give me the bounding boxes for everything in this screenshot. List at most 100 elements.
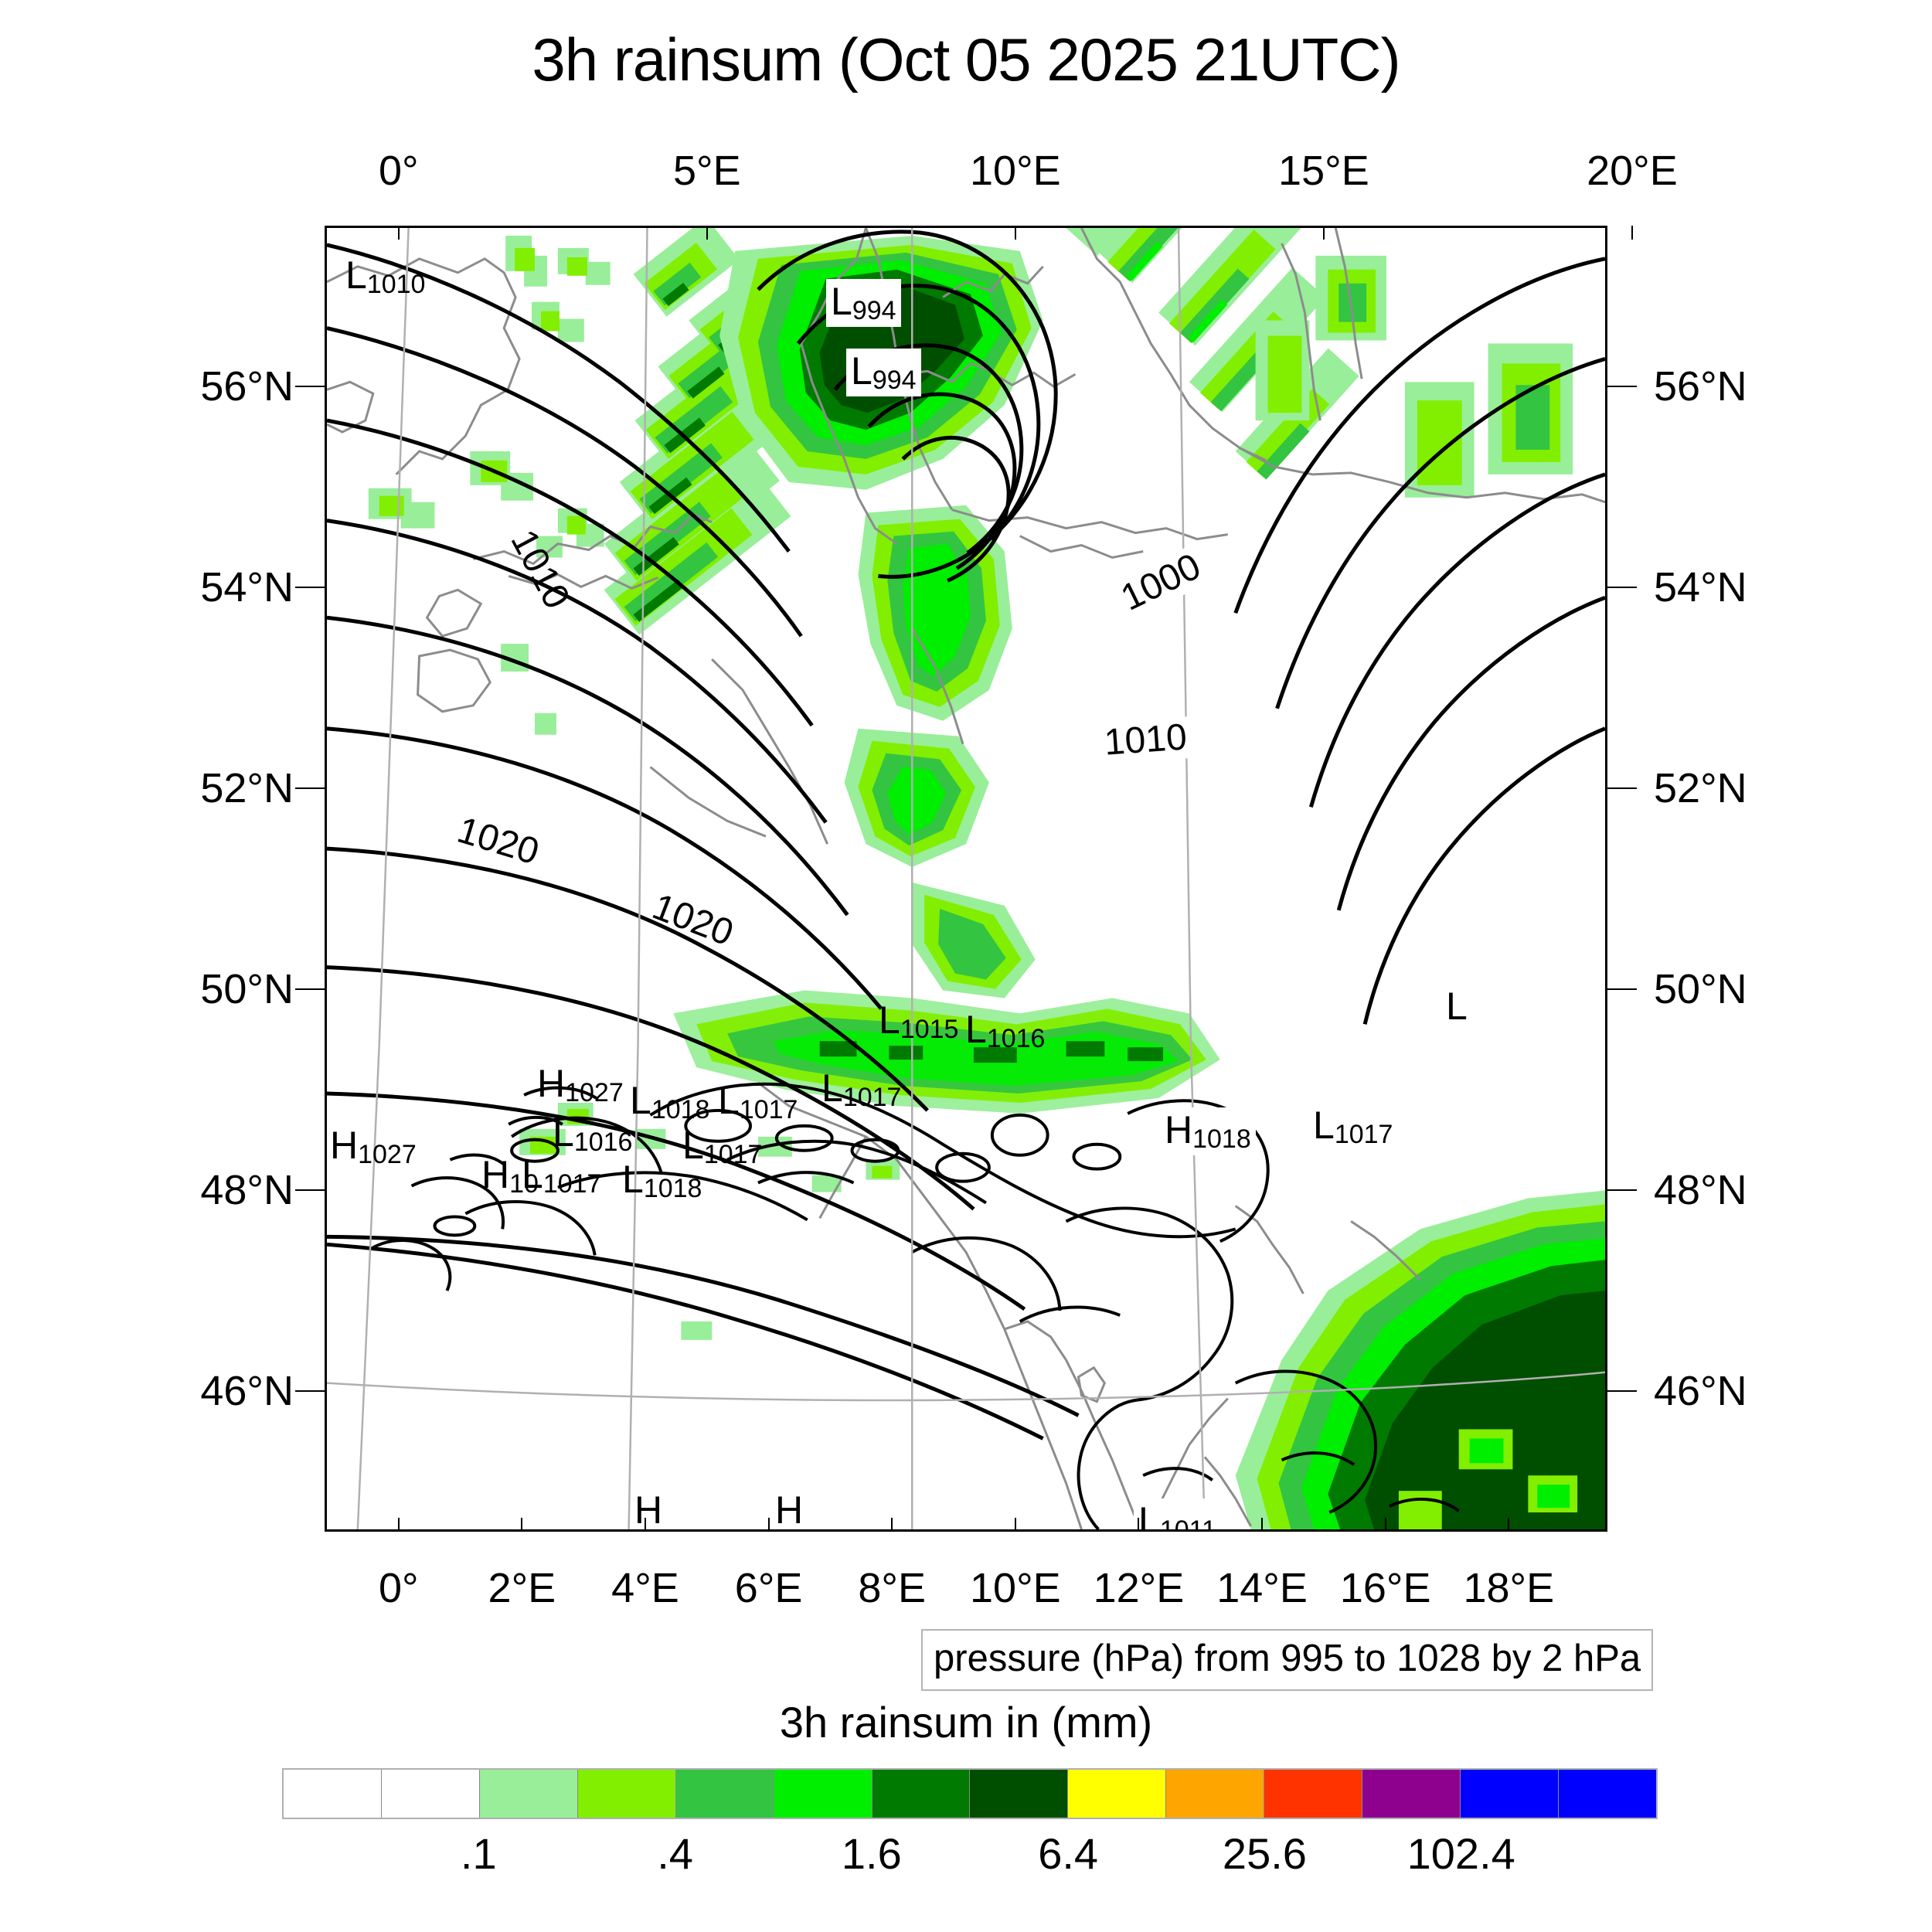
lon-bottom-label-7: 14°E xyxy=(1216,1565,1308,1611)
lat-left-tick-2 xyxy=(295,787,325,789)
lon-top-tick-0 xyxy=(397,226,400,240)
pressure-center-H-10-clipped: H10 xyxy=(481,1153,539,1199)
lat-left-label-2: 52°N xyxy=(200,765,294,811)
colorbar-swatch-10[interactable] xyxy=(1264,1770,1363,1818)
pressure-center-H-1018: H1018 xyxy=(1160,1107,1256,1155)
lat-left-label-5: 46°N xyxy=(200,1368,294,1414)
colorbar-tick-labels: .1 .4 1.6 6.4 25.6 102.4 xyxy=(282,1828,1658,1898)
lon-bottom-label-0: 0° xyxy=(378,1565,419,1611)
pressure-center-H-clipped-a: H xyxy=(634,1488,663,1532)
pressure-center-L-1017-se: L1017 xyxy=(1308,1103,1398,1151)
lon-bottom-label-4: 8°E xyxy=(858,1565,927,1611)
pressure-center-L-994-a: L994 xyxy=(826,279,901,327)
pressure-center-L-1017-d: L1017 xyxy=(522,1153,602,1199)
precip-shading xyxy=(368,228,1605,1529)
lat-right-label-0: 56°N xyxy=(1654,363,1747,410)
lon-bottom-tick-5 xyxy=(1014,1518,1016,1532)
colorbar-label-4: 25.6 xyxy=(1222,1829,1307,1878)
lat-left-label-0: 56°N xyxy=(200,363,294,410)
lon-top-label-1: 5°E xyxy=(672,148,741,194)
contour-label-1010-central: 1010 xyxy=(1097,716,1195,765)
lon-bottom-label-9: 18°E xyxy=(1463,1565,1555,1611)
lon-top-tick-3 xyxy=(1322,226,1325,240)
graticule xyxy=(327,228,1605,1529)
lon-top-tick-1 xyxy=(706,226,708,240)
page-title: 3h rainsum (Oct 05 2025 21UTC) xyxy=(532,26,1400,94)
colorbar-swatch-12[interactable] xyxy=(1461,1770,1559,1818)
colorbar[interactable] xyxy=(282,1768,1658,1819)
pressure-center-L-edge: L xyxy=(1446,985,1468,1028)
lon-top-label-0: 0° xyxy=(378,148,419,194)
pressure-contours xyxy=(327,230,1605,1529)
pressure-center-L-1017-c: L1017 xyxy=(682,1124,763,1169)
lat-left-label-4: 48°N xyxy=(200,1167,294,1213)
colorbar-swatch-4[interactable] xyxy=(675,1770,774,1818)
colorbar-label-1: .4 xyxy=(657,1829,693,1878)
lon-bottom-tick-7 xyxy=(1261,1518,1264,1532)
colorbar-swatch-0[interactable] xyxy=(284,1770,382,1818)
lat-left-tick-1 xyxy=(295,587,325,588)
lat-right-label-1: 54°N xyxy=(1654,564,1747,611)
colorbar-title: 3h rainsum in (mm) xyxy=(779,1698,1153,1747)
pressure-center-H-1027-alps: H1027 xyxy=(537,1062,624,1107)
lon-bottom-label-5: 10°E xyxy=(970,1565,1061,1611)
colorbar-swatch-5[interactable] xyxy=(774,1770,872,1818)
map-canvas[interactable]: L1010 L994 L994 1010 1000 1010 1020 1020… xyxy=(325,226,1607,1532)
lat-right-tick-0 xyxy=(1607,386,1637,387)
pressure-center-L-1010: L1010 xyxy=(345,253,426,299)
colorbar-label-2: 1.6 xyxy=(841,1829,902,1878)
colorbar-swatch-3[interactable] xyxy=(577,1770,676,1818)
lon-bottom-label-3: 6°E xyxy=(734,1565,803,1611)
lon-top-label-3: 15°E xyxy=(1278,148,1369,194)
pressure-center-L-1016-west: L1016 xyxy=(553,1111,633,1157)
lat-right-tick-3 xyxy=(1607,988,1637,990)
pressure-center-L-1016-east: L1016 xyxy=(965,1008,1046,1053)
pressure-center-L-1018-b: L1018 xyxy=(622,1158,702,1203)
lon-bottom-tick-6 xyxy=(1138,1518,1140,1532)
lon-top-label-2: 10°E xyxy=(970,148,1061,194)
pressure-legend-note: pressure (hPa) from 995 to 1028 by 2 hPa xyxy=(921,1629,1654,1691)
colorbar-swatch-9[interactable] xyxy=(1166,1770,1265,1818)
lat-right-tick-2 xyxy=(1607,787,1637,789)
pressure-center-L-1017-b: L1017 xyxy=(821,1066,902,1112)
pressure-center-H-1027-west: H1027 xyxy=(330,1124,417,1169)
lat-left-label-1: 54°N xyxy=(200,564,294,611)
pressure-center-L-1011-clipped: L1011 xyxy=(1134,1498,1221,1529)
lat-right-label-3: 50°N xyxy=(1654,966,1747,1012)
lat-right-label-4: 48°N xyxy=(1654,1167,1747,1213)
lat-right-label-5: 46°N xyxy=(1654,1368,1747,1414)
lon-top-tick-2 xyxy=(1014,226,1016,240)
lat-right-tick-1 xyxy=(1607,587,1637,588)
lon-bottom-label-1: 2°E xyxy=(488,1565,556,1611)
lon-bottom-tick-3 xyxy=(767,1518,770,1532)
colorbar-swatch-6[interactable] xyxy=(872,1770,971,1818)
lon-bottom-tick-1 xyxy=(521,1518,523,1532)
colorbar-swatch-11[interactable] xyxy=(1362,1770,1461,1818)
lat-right-tick-4 xyxy=(1607,1189,1637,1191)
colorbar-swatch-7[interactable] xyxy=(970,1770,1069,1818)
lon-bottom-tick-4 xyxy=(891,1518,893,1532)
lat-left-tick-3 xyxy=(295,988,325,990)
lat-right-tick-5 xyxy=(1607,1390,1637,1392)
lon-bottom-label-8: 16°E xyxy=(1339,1565,1431,1611)
lon-bottom-tick-8 xyxy=(1384,1518,1386,1532)
colorbar-swatch-1[interactable] xyxy=(381,1770,480,1818)
colorbar-swatch-2[interactable] xyxy=(479,1770,578,1818)
lon-top-tick-4 xyxy=(1631,226,1633,240)
colorbar-label-3: 6.4 xyxy=(1038,1829,1099,1878)
lat-left-tick-5 xyxy=(295,1390,325,1392)
lat-left-label-3: 50°N xyxy=(200,966,294,1012)
colorbar-label-0: .1 xyxy=(460,1829,497,1878)
lon-top-label-4: 20°E xyxy=(1587,148,1678,194)
pressure-center-L-1017-a: L1017 xyxy=(718,1079,798,1124)
colorbar-swatch-8[interactable] xyxy=(1068,1770,1167,1818)
pressure-center-L-1015: L1015 xyxy=(879,998,959,1044)
lat-right-label-2: 52°N xyxy=(1654,765,1747,811)
lon-bottom-label-6: 12°E xyxy=(1093,1565,1185,1611)
lat-left-tick-4 xyxy=(295,1189,325,1191)
pressure-center-L-994-b: L994 xyxy=(846,349,921,396)
colorbar-label-5: 102.4 xyxy=(1406,1829,1515,1878)
colorbar-swatch-13[interactable] xyxy=(1558,1770,1656,1818)
lon-bottom-tick-0 xyxy=(397,1518,400,1532)
pressure-center-L-1018-a: L1018 xyxy=(630,1079,710,1124)
